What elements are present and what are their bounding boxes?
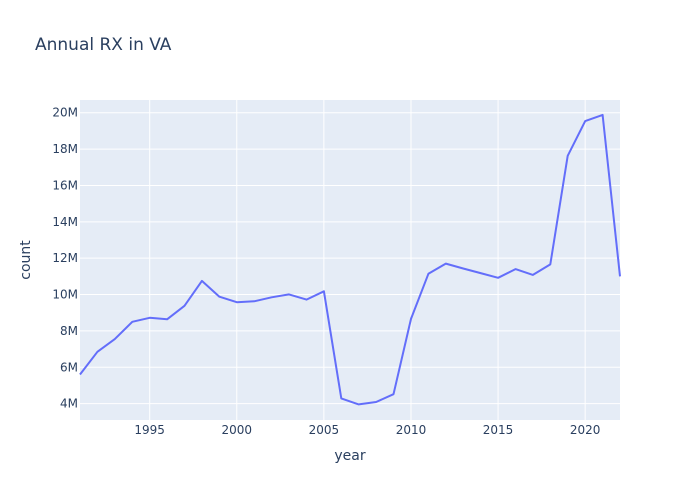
y-tick-label: 20M [52,106,78,120]
y-tick-label: 16M [52,178,78,192]
y-tick-label: 12M [52,251,78,265]
x-tick-label: 1995 [134,423,165,437]
y-tick-label: 4M [60,397,78,411]
x-tick-label: 2010 [396,423,427,437]
y-tick-label: 8M [60,324,78,338]
y-tick-label: 6M [60,360,78,374]
x-tick-label: 2000 [222,423,253,437]
y-tick-label: 18M [52,142,78,156]
plot-area [80,100,620,420]
x-tick-label: 2020 [570,423,601,437]
x-axis-ticks: 1995 2000 2005 2010 2015 2020 [134,423,600,437]
x-tick-label: 2015 [483,423,514,437]
series-line [79,113,621,406]
y-tick-label: 10M [52,288,78,302]
y-axis-ticks: 4M 6M 8M 10M 12M 14M 16M 18M 20M [52,106,78,411]
x-axis-title: year [334,448,365,464]
chart-title: Annual RX in VA [35,35,172,55]
y-tick-label: 14M [52,215,78,229]
series-layer [79,113,621,406]
x-tick-label: 2005 [309,423,340,437]
y-axis-title: count [18,240,34,280]
grid-lines [80,100,620,420]
